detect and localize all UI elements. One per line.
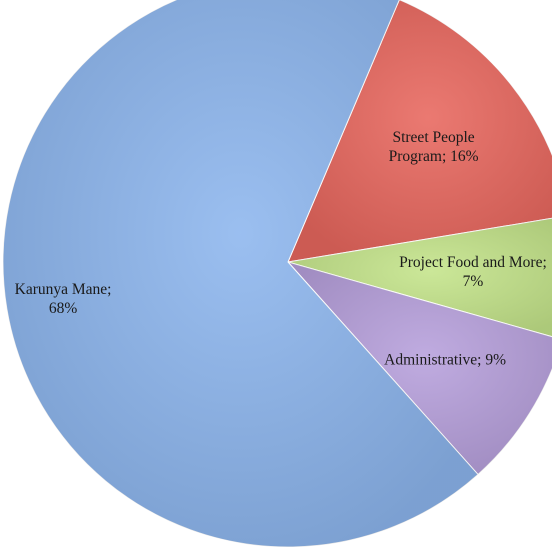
value-label: 16% — [450, 148, 479, 166]
slice-label: Project Food and More; 7% — [390, 253, 552, 291]
category-name: Project Food and More — [399, 254, 543, 272]
label-separator: ; — [441, 148, 447, 166]
value-label: 9% — [485, 351, 507, 369]
label-separator: ; — [477, 351, 482, 369]
category-name: Administrative — [384, 351, 478, 369]
slice-label: Street People Program; 16% — [369, 128, 499, 166]
label-separator: ; — [542, 254, 547, 272]
slice-label: Administrative; 9% — [380, 351, 510, 370]
category-name: Karunya Mane — [14, 281, 108, 299]
slice-label: Karunya Mane; 68% — [3, 280, 123, 318]
value-label: 7% — [462, 273, 484, 291]
value-label: 68% — [48, 300, 78, 318]
category-name: Street People Program — [388, 129, 475, 166]
label-separator: ; — [107, 281, 112, 299]
